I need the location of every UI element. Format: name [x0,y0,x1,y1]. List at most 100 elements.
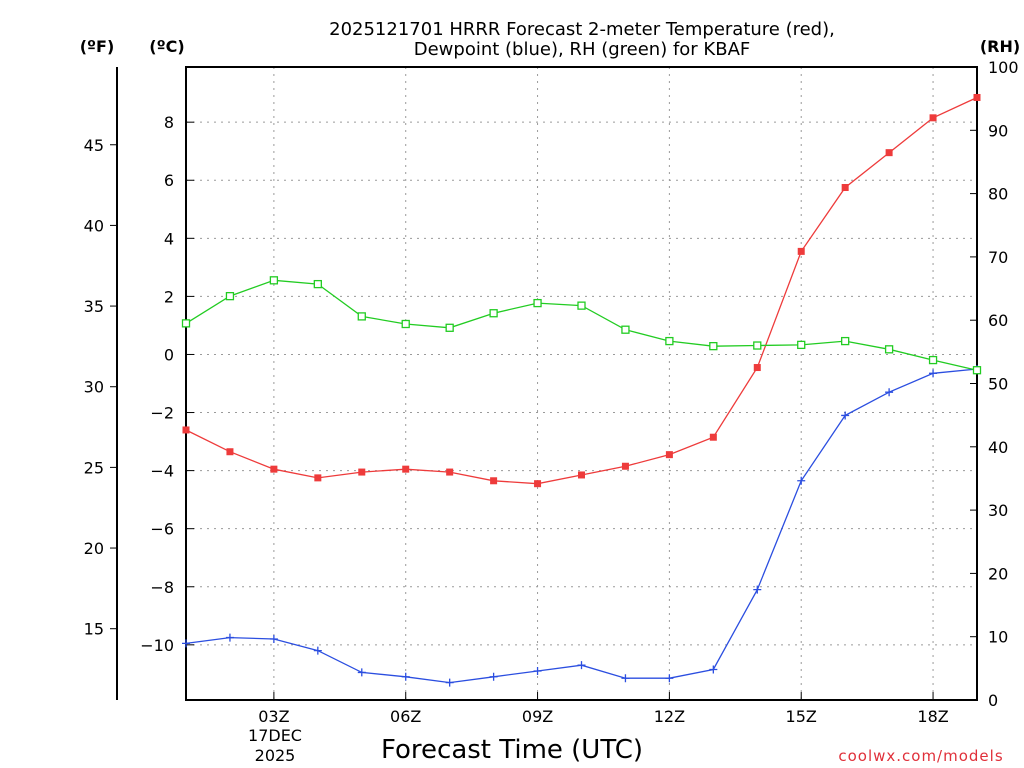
dewpoint-point [313,646,322,655]
temperature-point [665,451,673,459]
x-tick-label: 09Z [522,707,553,726]
celsius-tick-label: 4 [164,229,174,248]
rh-point [313,279,322,289]
source-credit: coolwx.com/models [838,747,1003,765]
temperature-point [182,426,190,434]
plot-frame [185,66,978,701]
rh-tick-label: 40 [988,438,1008,457]
x-tick-label: 03Z [258,707,289,726]
rh-tick-label: 80 [988,185,1008,204]
temperature-point [841,184,849,192]
temperature-point [270,465,278,473]
temperature-point [490,477,498,485]
rh-unit-label: (RH) [980,37,1020,56]
rh-series-line [185,279,978,371]
rh-point [269,276,279,285]
celsius-tick-label: 8 [164,113,174,132]
rh-point [797,340,806,350]
rh-point [357,312,366,321]
temperature-point [446,468,454,476]
celsius-tick-label: −4 [150,462,174,481]
fahrenheit-unit-label: (ºF) [80,37,115,56]
rh-tick-label: 90 [988,121,1008,140]
dewpoint-point [709,665,718,674]
celsius-unit-label: (ºC) [149,37,184,56]
rh-point [489,309,498,318]
chart-title-line-1: 2025121701 HRRR Forecast 2-meter Tempera… [329,19,835,40]
celsius-tick-label: 0 [164,345,174,364]
dewpoint-point [885,388,894,397]
rh-point [709,342,718,351]
rh-point [972,366,982,375]
rh-point [841,336,850,346]
dewpoint-point [929,369,938,378]
rh-point [753,341,762,350]
x-tick-label: 12Z [654,707,685,726]
dewpoint-point [577,661,586,670]
temperature-point [929,114,937,122]
temperature-point [578,471,585,479]
celsius-tick-label: 2 [164,287,174,306]
dewpoint-point [401,672,410,681]
dewpoint-point [665,674,674,683]
dewpoint-point [269,635,278,644]
rh-point [884,345,894,354]
temperature-point [797,247,805,255]
temperature-point [885,149,893,157]
rh-tick-label: 20 [988,564,1008,583]
dewpoint-point [753,585,762,594]
rh-point [225,291,235,301]
axis-ticks: 03Z 06Z 09Z 12Z 15Z 18Z86420−2−4−6−8−10454035… [84,58,1019,726]
rh-point [577,301,586,310]
temperature-point [226,448,234,456]
temperature-point [534,480,542,488]
rh-tick-label: 10 [988,628,1008,647]
temperature-point [973,93,981,101]
rh-tick-label: 60 [988,311,1008,330]
celsius-tick-label: −6 [150,520,174,539]
dewpoint-point [182,639,190,648]
celsius-tick-label: 6 [164,171,174,190]
x-tick-label: 18Z [917,707,948,726]
temperature-point [402,465,410,473]
rh-point [181,319,191,328]
temperature-point [621,462,629,470]
rh-point [401,319,410,329]
chart-title-line-2: Dewpoint (blue), RH (green) for KBAF [414,39,751,60]
rh-tick-label: 50 [988,375,1008,394]
fahrenheit-tick-label: 15 [84,620,104,639]
fahrenheit-tick-label: 40 [84,216,104,235]
x-axis-title: Forecast Time (UTC) [381,735,643,765]
dewpoint-point [797,476,806,485]
dewpoint-point [225,633,234,642]
rh-point [533,298,542,308]
rh-tick-label: 0 [988,691,998,710]
date-label-year: 2025 [255,746,296,765]
fahrenheit-tick-label: 45 [84,136,104,155]
rh-point [445,323,454,332]
dewpoint-series-line [185,368,978,684]
date-label-day: 17DEC [248,726,302,745]
rh-point [621,325,630,334]
celsius-tick-label: −2 [150,404,174,423]
x-tick-label: 15Z [786,707,817,726]
temperature-series-line [185,96,978,485]
x-tick-label: 06Z [390,707,421,726]
celsius-tick-label: −8 [150,578,174,597]
dewpoint-point [489,672,498,681]
temperature-point [709,433,717,441]
fahrenheit-tick-label: 30 [84,378,104,397]
rh-point [665,336,674,346]
rh-point [928,355,938,365]
temperature-point [314,474,322,482]
grid-lines [186,67,977,700]
dewpoint-point [841,411,850,420]
fahrenheit-tick-label: 25 [84,458,104,477]
rh-tick-label: 30 [988,501,1008,520]
celsius-tick-label: −10 [140,636,174,655]
dewpoint-point [445,678,454,687]
rh-tick-label: 100 [988,58,1019,77]
dewpoint-point [357,668,366,677]
fahrenheit-tick-label: 20 [84,539,104,558]
